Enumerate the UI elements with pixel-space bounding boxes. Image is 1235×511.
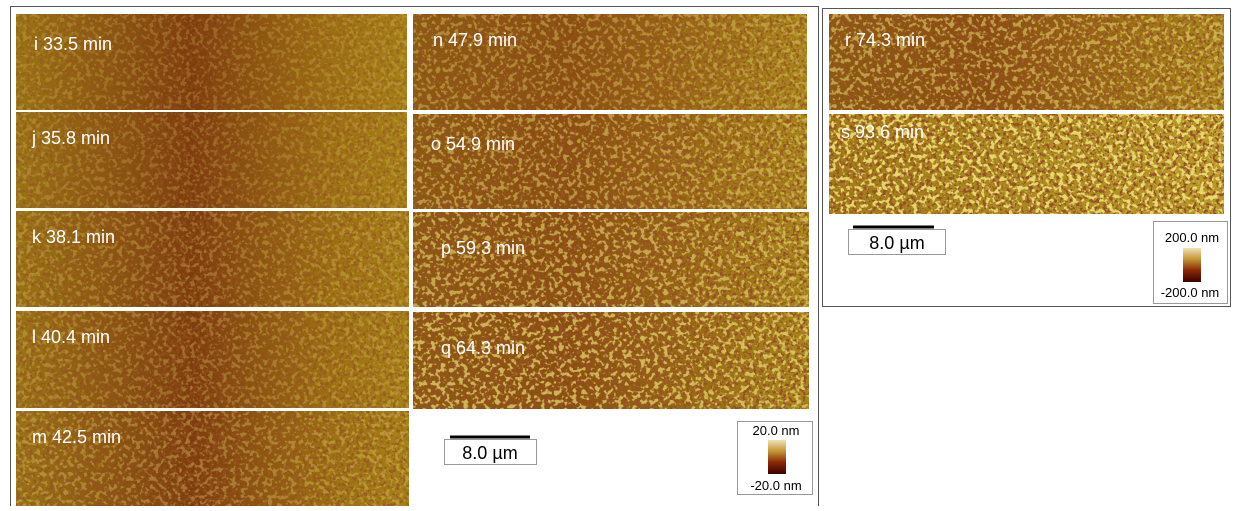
panel-label: s 93.6 min: [841, 122, 924, 142]
afm-texture-light: [16, 14, 407, 110]
right-colorbar: 200.0 nm -200.0 nm: [1154, 222, 1228, 304]
panel-label: k 38.1 min: [32, 227, 115, 247]
panel-label: i 33.5 min: [34, 34, 112, 54]
right-scale-bar: 8.0 µm: [849, 227, 946, 255]
afm-panel: j 35.8 min: [15, 111, 408, 209]
panel-label: p 59.3 min: [441, 238, 525, 258]
panel-label: n 47.9 min: [433, 30, 517, 50]
figure: i 33.5 min j 35.8 min k 38.1 min l 40.4 min…: [0, 0, 1235, 506]
afm-texture-light: [413, 212, 809, 307]
afm-texture-light: [829, 14, 1224, 110]
afm-texture-light: [16, 211, 409, 307]
scale-bar-label: 8.0 µm: [869, 233, 924, 253]
panels: i 33.5 min j 35.8 min k 38.1 min l 40.4 min…: [15, 13, 1225, 506]
afm-texture-light: [16, 112, 407, 208]
afm-panel: i 33.5 min: [15, 13, 408, 111]
panel-label: l 40.4 min: [32, 327, 110, 347]
left-scale-bar: 8.0 µm: [445, 437, 537, 465]
panel-label: o 54.9 min: [431, 134, 515, 154]
panel-label: r 74.3 min: [845, 30, 925, 50]
colorbar-max: 200.0 nm: [1165, 230, 1219, 245]
afm-panel: n 47.9 min: [412, 13, 808, 111]
afm-texture-light: [413, 312, 809, 409]
afm-texture-light: [16, 411, 409, 506]
afm-panel: s 93.6 min: [828, 113, 1225, 215]
colorbar-min: -200.0 nm: [1161, 285, 1220, 300]
afm-panel: o 54.9 min: [412, 113, 808, 210]
panel-label: q 64.3 min: [441, 338, 525, 358]
afm-panel: l 40.4 min: [15, 310, 410, 409]
afm-texture-light: [413, 114, 807, 209]
afm-panel: m 42.5 min: [15, 410, 410, 506]
panel-label: j 35.8 min: [31, 128, 110, 148]
panel-label: m 42.5 min: [32, 427, 121, 447]
afm-panel: k 38.1 min: [15, 210, 410, 308]
afm-panel: p 59.3 min: [412, 211, 810, 308]
afm-panel: q 64.3 min: [412, 311, 810, 410]
afm-texture-light: [16, 311, 409, 408]
colorbar-max: 20.0 nm: [753, 423, 800, 438]
left-colorbar: 20.0 nm -20.0 nm: [738, 422, 813, 495]
afm-texture-light: [413, 14, 807, 110]
afm-panel: r 74.3 min: [828, 13, 1225, 111]
colorbar-min: -20.0 nm: [750, 478, 801, 493]
page: {"left_group": {"panels": [ {"label": "i…: [0, 0, 1235, 506]
scale-bar-label: 8.0 µm: [462, 443, 517, 463]
